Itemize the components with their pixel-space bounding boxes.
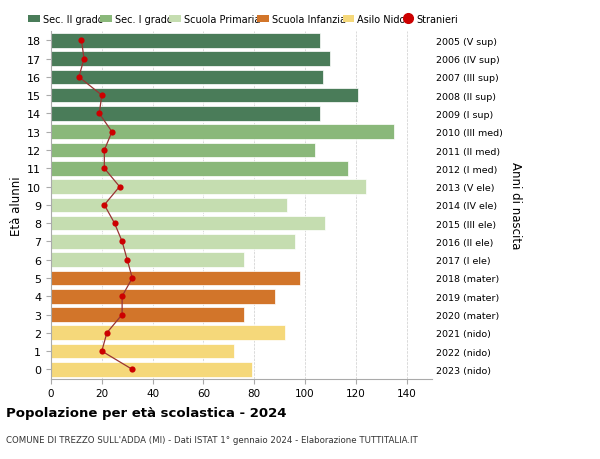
Bar: [51, 308, 244, 322]
Bar: [51, 235, 295, 249]
Bar: [51, 34, 320, 49]
Point: [74, 74, 84, 81]
Bar: [51, 143, 315, 158]
Point: [100, 165, 109, 173]
Y-axis label: Età alunni: Età alunni: [10, 176, 23, 235]
Bar: [51, 107, 320, 122]
Bar: [51, 70, 323, 85]
Bar: [51, 271, 300, 285]
Point: [100, 147, 109, 154]
Point: [118, 311, 127, 319]
Bar: [51, 198, 287, 213]
Bar: [51, 362, 251, 377]
Bar: [51, 253, 244, 268]
Point: [118, 293, 127, 300]
Bar: [51, 125, 394, 140]
Bar: [51, 216, 325, 231]
Point: [97, 92, 107, 100]
Point: [100, 202, 109, 209]
Point: [115, 184, 124, 191]
Bar: [51, 162, 348, 176]
Bar: [51, 326, 284, 341]
Bar: [51, 289, 275, 304]
Bar: [51, 89, 358, 103]
Point: [77, 38, 86, 45]
Point: [94, 111, 104, 118]
Point: [97, 347, 107, 355]
Text: COMUNE DI TREZZO SULL'ADDA (MI) - Dati ISTAT 1° gennaio 2024 - Elaborazione TUTT: COMUNE DI TREZZO SULL'ADDA (MI) - Dati I…: [6, 435, 418, 444]
Bar: [51, 52, 331, 67]
Point: [102, 330, 112, 337]
Point: [127, 274, 137, 282]
Point: [110, 220, 119, 227]
Text: Popolazione per età scolastica - 2024: Popolazione per età scolastica - 2024: [6, 406, 287, 419]
Point: [122, 257, 132, 264]
Point: [127, 366, 137, 373]
Bar: [51, 180, 366, 195]
Point: [79, 56, 89, 63]
Legend: Sec. II grado, Sec. I grado, Scuola Primaria, Scuola Infanzia, Asilo Nido, Stran: Sec. II grado, Sec. I grado, Scuola Prim…: [25, 11, 463, 28]
Y-axis label: Anni di nascita: Anni di nascita: [509, 162, 523, 249]
Point: [118, 238, 127, 246]
Point: [107, 129, 117, 136]
Bar: [51, 344, 234, 358]
